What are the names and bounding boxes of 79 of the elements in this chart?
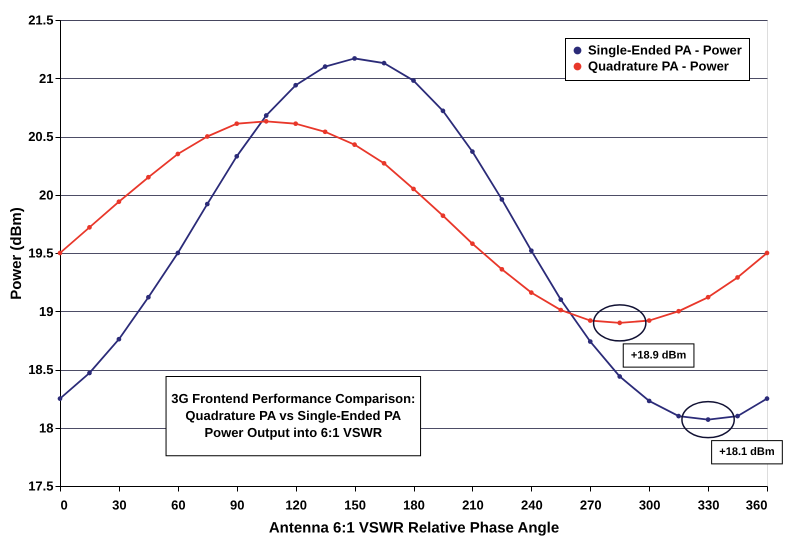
point bbox=[470, 241, 475, 246]
point bbox=[706, 417, 710, 422]
point bbox=[735, 414, 740, 418]
y-axis-title: Power (dBm) bbox=[8, 207, 26, 300]
point bbox=[411, 186, 416, 192]
point bbox=[470, 149, 475, 154]
y-tick-label: 19 bbox=[39, 304, 54, 319]
point bbox=[735, 275, 740, 280]
x-axis-title: Antenna 6:1 VSWR Relative Phase Angle bbox=[268, 520, 560, 536]
point bbox=[87, 370, 92, 376]
point bbox=[528, 248, 534, 254]
y-tick-label: 17.5 bbox=[28, 478, 54, 494]
x-tick-label: 270 bbox=[580, 498, 602, 512]
point bbox=[617, 374, 622, 379]
x-tick-label: 300 bbox=[638, 498, 661, 512]
y-tick-label: 18 bbox=[39, 420, 54, 436]
x-tick-label: 0 bbox=[60, 498, 68, 512]
point bbox=[646, 318, 652, 323]
point bbox=[440, 108, 446, 114]
point bbox=[293, 121, 298, 126]
point bbox=[558, 308, 564, 312]
x-tick-label: 330 bbox=[698, 498, 720, 512]
point bbox=[676, 308, 681, 314]
point bbox=[175, 250, 180, 256]
point bbox=[204, 202, 210, 206]
point bbox=[764, 396, 770, 401]
x-tick-label: 210 bbox=[462, 498, 484, 512]
point bbox=[116, 336, 122, 342]
point bbox=[617, 320, 622, 326]
point bbox=[706, 294, 710, 300]
x-tick-label: 90 bbox=[230, 498, 244, 512]
point bbox=[322, 130, 328, 134]
point bbox=[382, 160, 386, 166]
point bbox=[588, 339, 593, 344]
x-tick-label: 120 bbox=[285, 498, 308, 512]
legend-label: Single-Ended PA - Power bbox=[588, 42, 742, 58]
point bbox=[293, 82, 298, 88]
legend-label: Quadrature PA - Power bbox=[588, 58, 729, 74]
y-tick-label: 21 bbox=[39, 70, 54, 86]
point bbox=[676, 414, 681, 418]
y-tick-label: 19.5 bbox=[28, 246, 54, 260]
point bbox=[175, 152, 180, 156]
point bbox=[500, 197, 504, 202]
point bbox=[264, 113, 269, 118]
point bbox=[558, 297, 564, 302]
point bbox=[588, 318, 593, 323]
point bbox=[352, 142, 357, 147]
annotation: +18.1 dBm bbox=[719, 446, 775, 458]
x-tick-label: 30 bbox=[112, 498, 127, 512]
point bbox=[764, 250, 770, 256]
y-tick-label: 18.5 bbox=[28, 362, 54, 377]
point bbox=[234, 154, 240, 159]
point bbox=[116, 199, 122, 204]
point bbox=[646, 398, 652, 404]
point bbox=[500, 266, 504, 272]
annotation: 3G Frontend Performance Comparison: Quadrature PA vs Single-Ended PA Power Output into 6:1 VSWR bbox=[171, 391, 416, 440]
point bbox=[440, 213, 446, 218]
point bbox=[352, 56, 357, 61]
annotation: +18.9 dBm bbox=[630, 350, 686, 362]
point bbox=[322, 64, 328, 69]
x-tick-label: 240 bbox=[520, 498, 543, 512]
point bbox=[411, 78, 416, 83]
point bbox=[528, 290, 534, 295]
x-tick-label: 150 bbox=[344, 498, 366, 512]
point bbox=[204, 134, 210, 139]
point bbox=[87, 225, 92, 230]
point bbox=[234, 121, 240, 126]
point bbox=[58, 250, 62, 256]
point bbox=[146, 294, 151, 300]
point bbox=[382, 60, 386, 66]
point bbox=[264, 119, 269, 124]
x-tick-label: 60 bbox=[171, 498, 186, 512]
y-tick-label: 21.5 bbox=[28, 12, 54, 28]
x-tick-label: 180 bbox=[403, 498, 425, 512]
point bbox=[146, 174, 151, 180]
x-tick-label: 360 bbox=[746, 498, 768, 512]
point bbox=[58, 396, 62, 401]
y-tick-label: 20.5 bbox=[28, 129, 54, 144]
y-tick-label: 20 bbox=[39, 187, 54, 202]
